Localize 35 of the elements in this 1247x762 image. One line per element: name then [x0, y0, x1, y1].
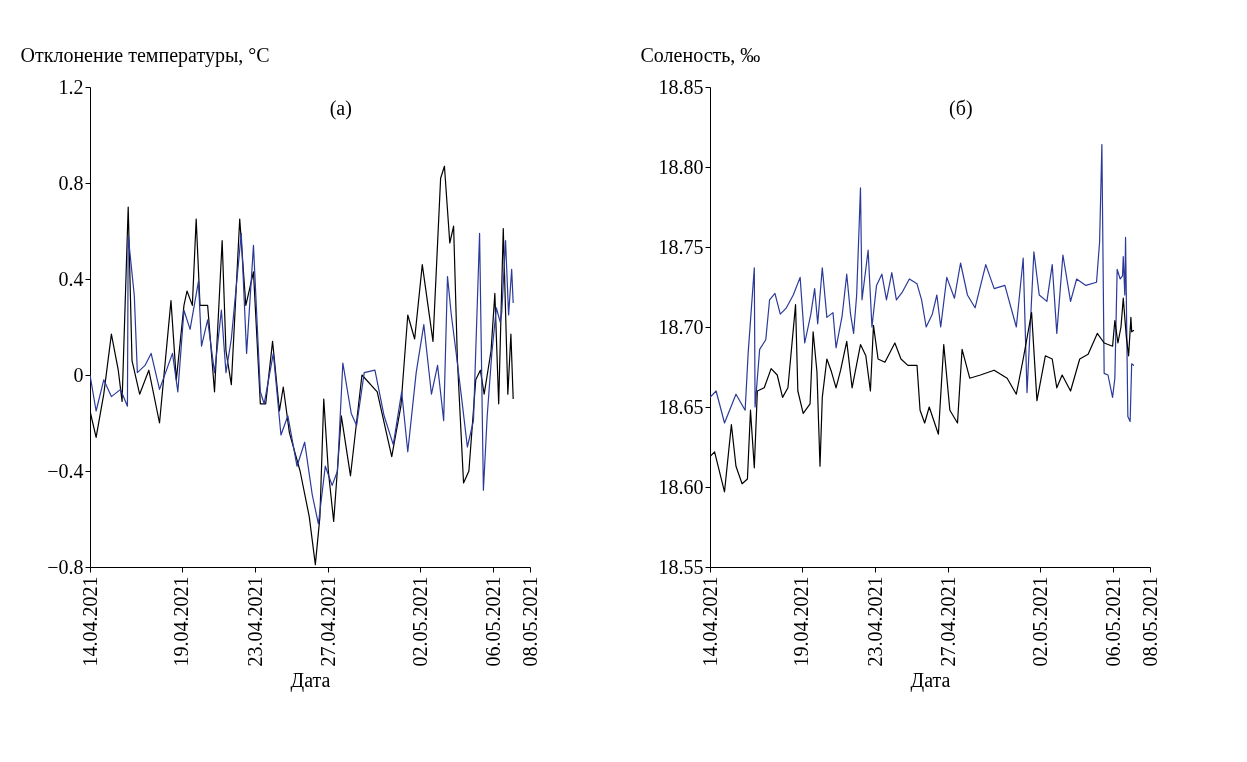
x-tick-label: 23.04.2021 [863, 576, 886, 667]
y-tick-label: 18.80 [658, 155, 704, 178]
y-tick-label: 18.65 [658, 395, 704, 418]
x-tick-label: 19.04.2021 [170, 576, 193, 667]
x-axis-title: Дата [290, 668, 331, 692]
y-axis-title: Отклонение температуры, °C [20, 43, 270, 67]
x-axis-title: Дата [910, 668, 951, 692]
x-tick-label: 02.05.2021 [1028, 576, 1051, 667]
x-tick-label: 06.05.2021 [1101, 576, 1124, 667]
y-tick-label: 18.60 [658, 475, 704, 498]
line-series [710, 144, 1135, 424]
y-tick-label: 18.85 [658, 75, 704, 98]
y-tick-label: 0 [73, 363, 84, 386]
y-tick-label: 1.2 [58, 75, 84, 98]
x-tick-label: 02.05.2021 [408, 576, 431, 667]
x-tick-label: 08.05.2021 [518, 576, 541, 667]
x-tick-label: 06.05.2021 [481, 576, 504, 667]
x-tick-label: 23.04.2021 [243, 576, 266, 667]
y-tick-label: 18.55 [658, 555, 704, 578]
y-axis-title: Соленость, ‰ [640, 43, 761, 66]
x-tick-label: 14.04.2021 [698, 576, 721, 667]
x-tick-label: 27.04.2021 [316, 576, 339, 667]
x-tick-label: 08.05.2021 [1138, 576, 1161, 667]
x-tick-label: 27.04.2021 [936, 576, 959, 667]
y-tick-label: −0.8 [47, 555, 84, 578]
y-tick-label: 0.4 [58, 267, 84, 290]
y-tick-label: 18.70 [658, 315, 704, 338]
y-tick-label: 0.8 [58, 171, 84, 194]
y-tick-label: 18.75 [658, 235, 704, 258]
x-tick-label: 14.04.2021 [78, 576, 101, 667]
annotation: (б) [949, 97, 973, 120]
annotation: (а) [329, 97, 352, 120]
x-tick-label: 19.04.2021 [790, 576, 813, 667]
line-series [90, 232, 514, 525]
y-tick-label: −0.4 [47, 459, 84, 482]
